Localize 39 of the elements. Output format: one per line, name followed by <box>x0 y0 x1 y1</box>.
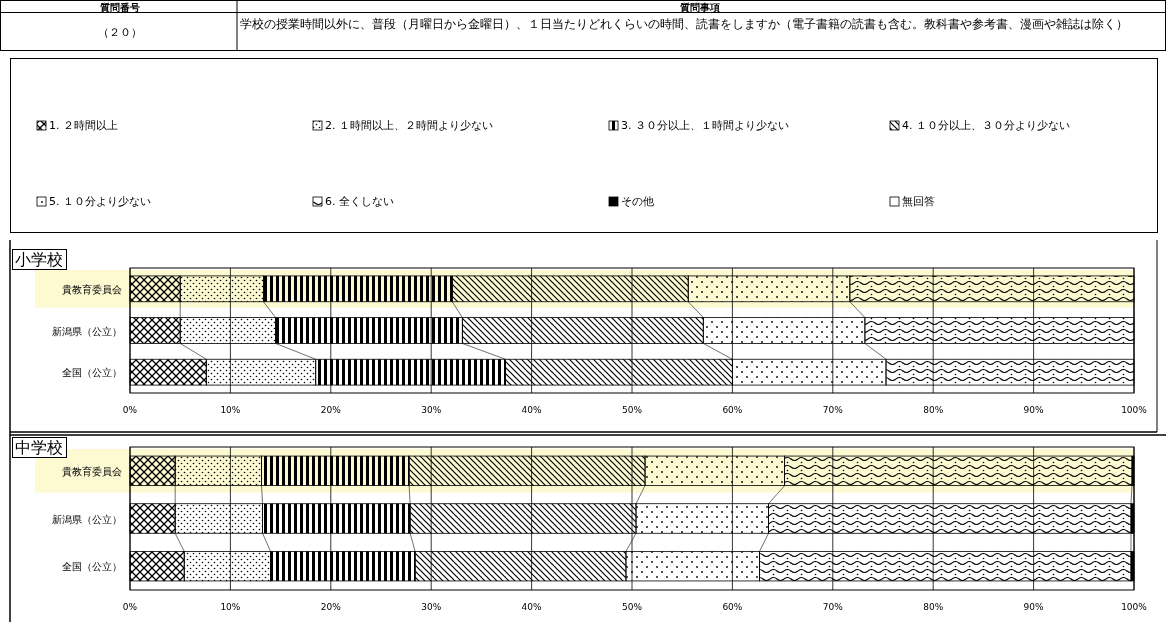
x-tick-label: 80% <box>923 602 944 612</box>
x-tick-label: 0% <box>122 405 138 415</box>
x-tick-label: 100% <box>1121 405 1148 415</box>
x-tick-label: 50% <box>621 602 643 612</box>
legend-label: 5. １０分より少ない <box>49 195 151 208</box>
x-tick-label: 90% <box>1023 602 1045 612</box>
x-tick-label: 100% <box>1121 602 1148 612</box>
x-tick-label: 90% <box>1023 405 1045 415</box>
y-tick-label: 貴教育委員会 <box>62 283 122 295</box>
legend-label: 1. ２時間以上 <box>49 119 118 132</box>
chart-title: 小学校 <box>15 250 63 269</box>
x-tick-label: 30% <box>421 405 442 415</box>
x-tick-label: 80% <box>923 405 944 415</box>
legend-label: 6. 全くしない <box>325 195 394 208</box>
x-tick-label: 30% <box>421 602 442 612</box>
x-tick-label: 60% <box>722 602 743 612</box>
x-tick-label: 20% <box>320 602 342 612</box>
x-tick-label: 10% <box>220 405 241 415</box>
y-tick-label: 新潟県（公立） <box>52 513 122 525</box>
x-tick-label: 60% <box>722 405 743 415</box>
legend-label: 3. ３０分以上、１時間より少ない <box>621 119 789 132</box>
y-tick-label: 全国（公立） <box>62 561 122 573</box>
x-tick-label: 70% <box>822 405 844 415</box>
x-tick-label: 40% <box>521 602 543 612</box>
legend-label: その他 <box>621 195 654 208</box>
legend-label: 無回答 <box>902 195 935 208</box>
legend-label: 2. １時間以上、２時間より少ない <box>325 119 493 132</box>
y-tick-label: 全国（公立） <box>62 367 122 379</box>
x-tick-label: 20% <box>320 405 342 415</box>
x-tick-label: 0% <box>122 602 138 612</box>
chart-title: 中学校 <box>15 438 63 457</box>
legend-label: 4. １０分以上、３０分より少ない <box>902 119 1070 132</box>
header: 質問番号 （２０） 質問事項 学校の授業時間以外に、普段（月曜日から金曜日）、１日当たりどれくらいの時間、読書をしますか（電子書籍の読書も含む。教科書や参考書、漫画や雑誌は除く） <box>0 0 1166 52</box>
x-tick-label: 40% <box>521 405 543 415</box>
y-tick-label: 貴教育委員会 <box>62 465 122 477</box>
x-tick-label: 50% <box>621 405 643 415</box>
x-tick-label: 10% <box>220 602 241 612</box>
y-tick-label: 新潟県（公立） <box>52 325 122 337</box>
x-tick-label: 70% <box>822 602 844 612</box>
